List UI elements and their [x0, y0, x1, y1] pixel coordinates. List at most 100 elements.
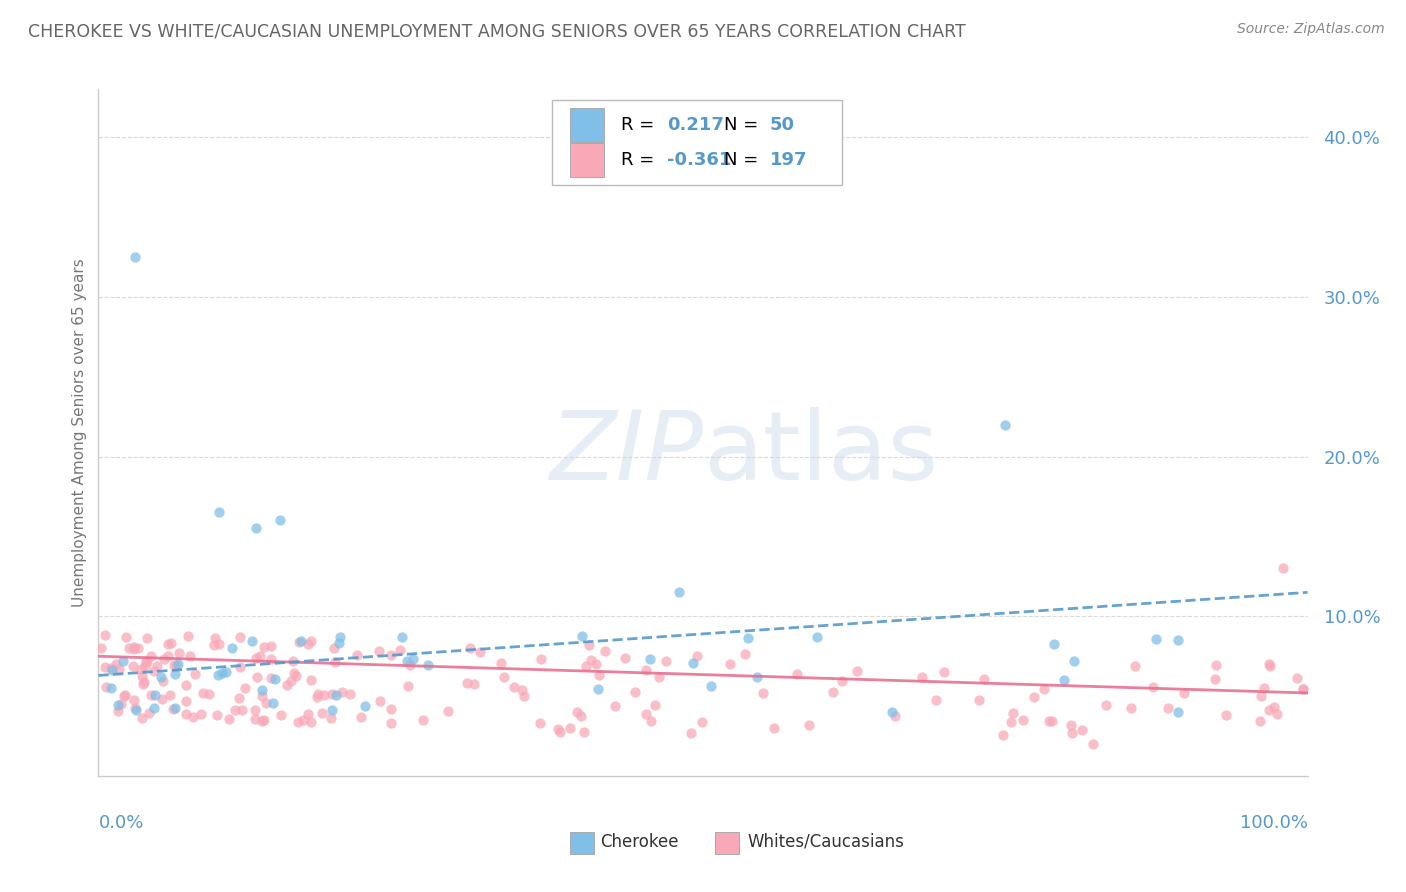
- Point: [634, 663, 657, 677]
- Point: [1258, 657, 1281, 672]
- Point: [283, 665, 305, 680]
- Point: [254, 696, 277, 710]
- Point: [250, 714, 273, 728]
- Point: [176, 678, 198, 692]
- Point: [503, 680, 526, 694]
- Point: [1071, 723, 1094, 738]
- Point: [135, 656, 157, 670]
- Point: [603, 699, 626, 714]
- Point: [138, 706, 160, 721]
- Point: [101, 664, 124, 678]
- Point: [321, 703, 343, 717]
- Point: [1263, 700, 1285, 714]
- Point: [1040, 714, 1063, 728]
- Point: [1215, 707, 1237, 722]
- Point: [165, 666, 187, 681]
- Point: [325, 689, 347, 703]
- Point: [624, 685, 647, 699]
- Bar: [716, 831, 740, 854]
- Point: [246, 670, 269, 684]
- Point: [1121, 701, 1143, 715]
- Text: 100.0%: 100.0%: [1240, 814, 1308, 832]
- Point: [121, 658, 143, 673]
- Point: [125, 703, 148, 717]
- Point: [1001, 706, 1024, 720]
- Point: [1157, 701, 1180, 715]
- Point: [224, 703, 246, 717]
- Point: [1062, 726, 1084, 740]
- Point: [211, 665, 233, 680]
- Point: [1095, 698, 1118, 713]
- Point: [152, 674, 174, 689]
- Point: [880, 705, 903, 719]
- Point: [1167, 705, 1189, 719]
- Point: [157, 648, 180, 663]
- Point: [174, 706, 197, 721]
- Point: [233, 681, 256, 696]
- Point: [132, 675, 155, 690]
- Point: [124, 701, 146, 715]
- Point: [100, 661, 122, 675]
- Point: [134, 659, 156, 673]
- Point: [416, 657, 439, 672]
- Point: [806, 630, 828, 644]
- Point: [135, 632, 157, 646]
- Point: [145, 658, 167, 673]
- Point: [260, 671, 283, 685]
- Point: [253, 640, 276, 655]
- Point: [322, 640, 344, 655]
- Point: [339, 687, 361, 701]
- Point: [718, 657, 741, 671]
- Point: [648, 670, 671, 684]
- Point: [1292, 682, 1315, 697]
- Point: [613, 650, 636, 665]
- Text: CHEROKEE VS WHITE/CAUCASIAN UNEMPLOYMENT AMONG SENIORS OVER 65 YEARS CORRELATION: CHEROKEE VS WHITE/CAUCASIAN UNEMPLOYMENT…: [28, 22, 966, 40]
- Text: R =: R =: [621, 116, 659, 134]
- Point: [321, 711, 343, 725]
- Point: [638, 651, 661, 665]
- Point: [354, 699, 377, 714]
- Point: [578, 638, 600, 652]
- Point: [159, 688, 181, 702]
- Point: [388, 642, 411, 657]
- Point: [240, 633, 263, 648]
- Point: [114, 689, 136, 703]
- Point: [1167, 633, 1189, 648]
- Text: 0.217: 0.217: [666, 116, 724, 134]
- Point: [585, 657, 607, 671]
- Point: [250, 683, 273, 698]
- Point: [569, 708, 592, 723]
- Point: [884, 709, 907, 723]
- Point: [1024, 690, 1046, 705]
- Point: [285, 669, 308, 683]
- Point: [131, 711, 153, 725]
- Text: 0.0%: 0.0%: [98, 814, 143, 832]
- Bar: [569, 108, 603, 142]
- Text: N =: N =: [724, 116, 763, 134]
- Point: [110, 697, 132, 711]
- Point: [214, 665, 236, 679]
- Point: [681, 726, 703, 740]
- Point: [143, 700, 166, 714]
- Point: [312, 688, 335, 702]
- Point: [253, 713, 276, 727]
- Point: [1253, 681, 1275, 695]
- Text: Cherokee: Cherokee: [600, 833, 679, 851]
- Point: [311, 706, 333, 720]
- Point: [1123, 659, 1146, 673]
- Point: [299, 634, 322, 648]
- Point: [90, 641, 112, 656]
- Point: [160, 636, 183, 650]
- Point: [107, 698, 129, 713]
- Point: [391, 630, 413, 644]
- Point: [640, 714, 662, 728]
- Point: [112, 689, 135, 703]
- Point: [350, 709, 373, 723]
- Point: [1142, 680, 1164, 694]
- Point: [207, 668, 229, 682]
- Point: [245, 712, 267, 726]
- Point: [973, 672, 995, 686]
- Point: [218, 712, 240, 726]
- Text: Whites/Caucasians: Whites/Caucasians: [748, 833, 904, 851]
- Point: [332, 685, 354, 699]
